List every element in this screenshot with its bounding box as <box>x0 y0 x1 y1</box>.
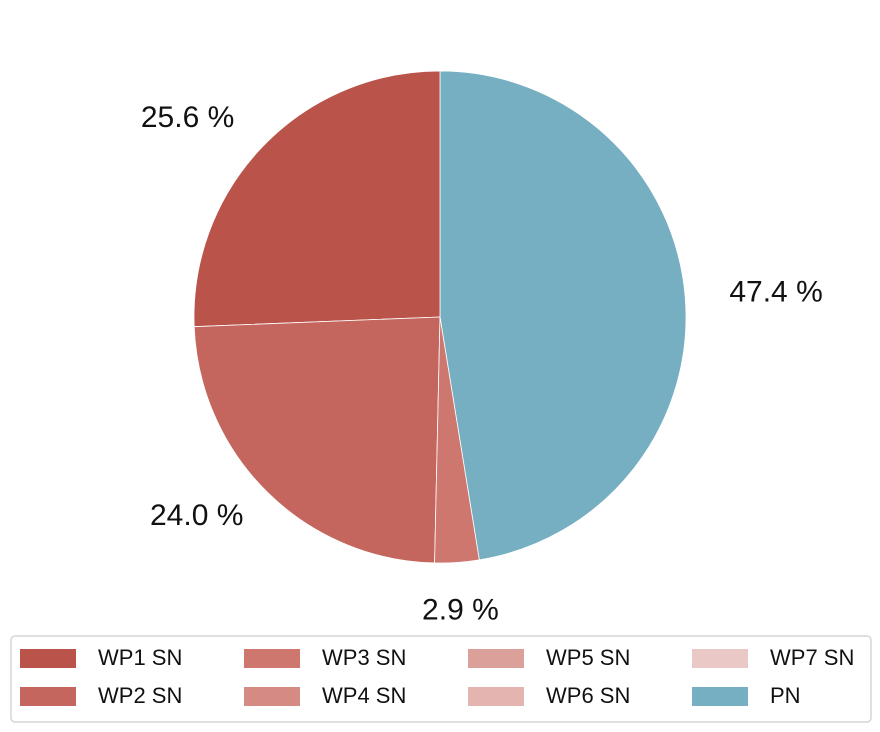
legend-swatch <box>692 649 748 668</box>
pie-slice-wp2-sn <box>193 316 441 564</box>
legend-label: WP5 SN <box>546 645 630 670</box>
legend-swatch <box>468 687 524 706</box>
legend-label: WP3 SN <box>322 645 406 670</box>
pie-slice-pn <box>439 70 687 561</box>
legend-entry-wp5-sn: WP5 SN <box>468 645 630 670</box>
legend-swatch <box>20 687 76 706</box>
legend-swatch <box>244 687 300 706</box>
legend-entry-wp4-sn: WP4 SN <box>244 683 406 708</box>
legend-entry-wp6-sn: WP6 SN <box>468 683 630 708</box>
legend-frame <box>10 635 872 723</box>
pie-slices <box>193 70 687 564</box>
legend-swatch <box>692 687 748 706</box>
legend-entry-wp1-sn: WP1 SN <box>20 645 182 670</box>
pie-label-wp3-sn: 2.9 % <box>422 593 499 626</box>
pie-labels: 47.4 % 25.6 % 24.0 % 2.9 % <box>141 101 823 626</box>
legend-label: PN <box>770 683 801 708</box>
legend-label: WP6 SN <box>546 683 630 708</box>
pie-slice-wp1-sn <box>193 70 441 328</box>
legend: WP1 SN WP2 SN WP3 SN WP4 SN WP5 SN WP6 SN WP7 … <box>10 635 872 723</box>
legend-entry-wp2-sn: WP2 SN <box>20 683 182 708</box>
legend-entry-wp7-sn: WP7 SN <box>692 645 854 670</box>
legend-swatch <box>244 649 300 668</box>
pie-label-pn: 47.4 % <box>729 276 822 309</box>
legend-entry-pn: PN <box>692 683 801 708</box>
pie-slice-wp3-sn <box>434 316 480 564</box>
pie-label-wp2-sn: 24.0 % <box>150 499 243 532</box>
legend-label: WP4 SN <box>322 683 406 708</box>
legend-label: WP2 SN <box>98 683 182 708</box>
legend-label: WP1 SN <box>98 645 182 670</box>
pie-label-wp1-sn: 25.6 % <box>141 101 234 134</box>
legend-swatch <box>20 649 76 668</box>
legend-items: WP1 SN WP2 SN WP3 SN WP4 SN WP5 SN WP6 SN WP7 … <box>20 645 854 708</box>
legend-swatch <box>468 649 524 668</box>
legend-entry-wp3-sn: WP3 SN <box>244 645 406 670</box>
legend-label: WP7 SN <box>770 645 854 670</box>
